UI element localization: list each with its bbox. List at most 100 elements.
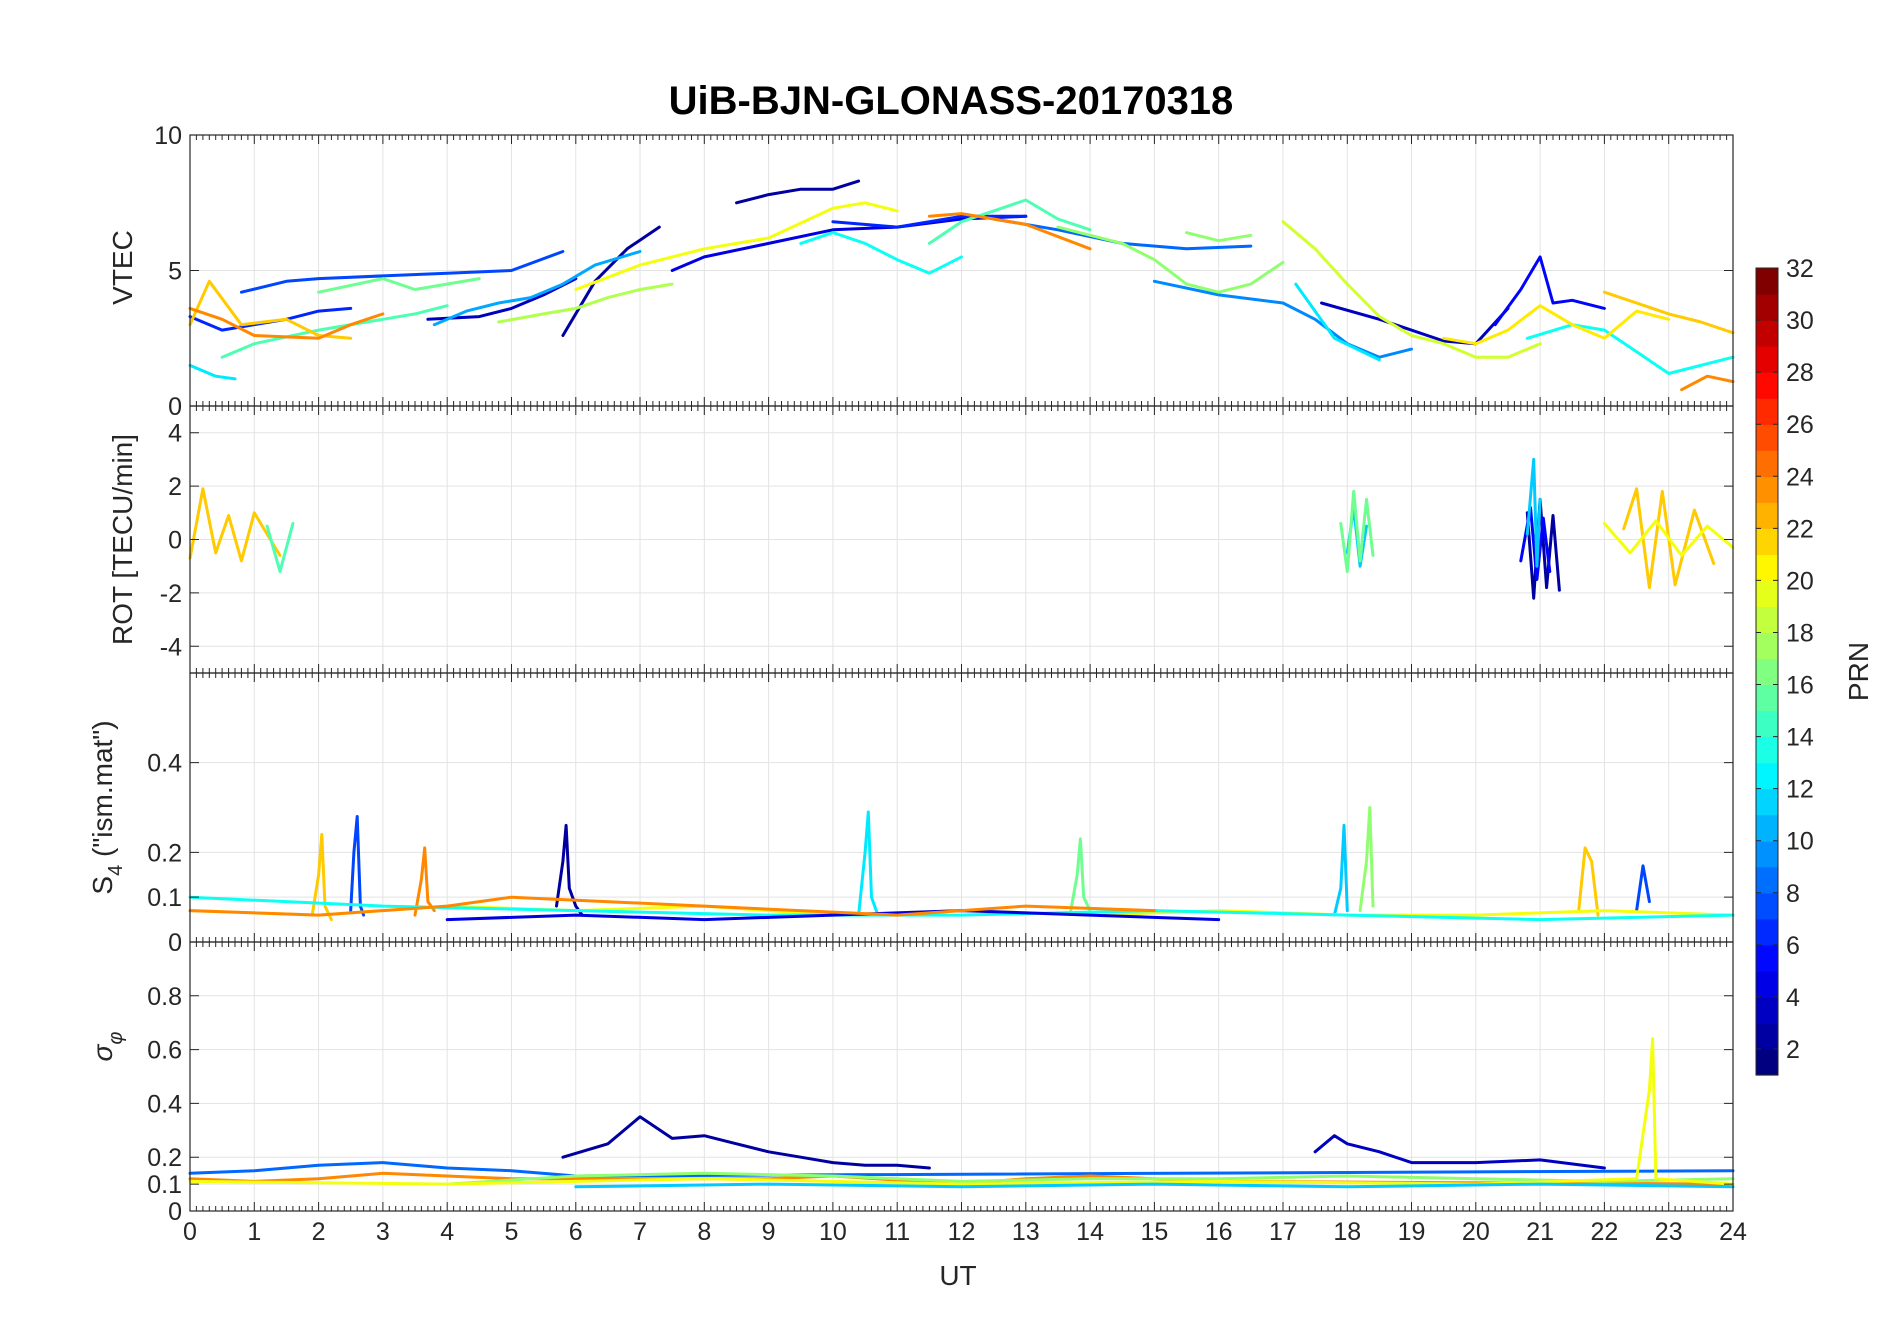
colorbar-segment [1756,762,1778,790]
colorbar-tick-label: 28 [1786,359,1814,387]
colorbar-segment [1756,944,1778,972]
series-line-prn-13 [1525,323,1735,375]
y-tick-label: 0.6 [147,1037,182,1065]
x-tick-label: 21 [1526,1218,1554,1246]
colorbar-segment [1756,632,1778,660]
colorbar-segment [1756,970,1778,998]
colorbar-segment [1756,450,1778,477]
x-tick-label: 18 [1333,1218,1361,1246]
series-line-prn-19 [1281,220,1542,359]
colorbar-segment [1756,736,1778,764]
series-group-sigma_phi [188,1037,1735,1189]
series-line-prn-3 [1313,1134,1606,1170]
x-tick-labels: 0 1 2 3 4 5 6 7 8 9 10 11 12 13 14 15 16 17 18 19 20 21 22 23 24 [183,1218,1747,1246]
x-tick-label: 6 [569,1218,583,1246]
series-line-prn-6 [831,214,1028,229]
series-line-prn-22 [310,832,333,922]
series-line-prn-16 [1069,837,1092,913]
colorbar-segment [1756,502,1778,529]
series-line-prn-8 [188,1161,1735,1178]
colorbar-segment [1756,996,1778,1024]
y-tick-label: 0 [168,1198,182,1226]
series-line-prn-7 [349,815,366,917]
colorbar-tick-label: 24 [1786,463,1814,491]
series-line-prn-22 [1622,487,1716,590]
colorbar-segment [1756,580,1778,608]
colorbar-segment [1756,788,1778,816]
x-tick-label: 20 [1462,1218,1490,1246]
series-line-prn-17 [1056,225,1285,294]
series-line-prn-2 [735,179,861,205]
series-line-prn-3 [426,277,578,321]
colorbar-tick-label: 4 [1786,984,1800,1012]
colorbar-segment [1756,710,1778,738]
x-tick-label: 14 [1076,1218,1104,1246]
series-line-prn-18 [497,282,674,324]
series-line-prn-3 [1320,301,1510,346]
y-tick-label: 10 [154,122,182,150]
series-line-prn-5 [1493,255,1606,327]
colorbar-segment [1756,840,1778,868]
colorbar-tick-label: 30 [1786,307,1814,335]
colorbar-tick-label: 14 [1786,724,1814,752]
colorbar-tick-label: 8 [1786,880,1800,908]
series-group-vtec [188,179,1735,392]
y-tick-label: -4 [160,633,182,661]
x-tick-label: 11 [884,1218,910,1246]
colorbar-tick-label: 18 [1786,619,1814,647]
colorbar-segment [1756,684,1778,712]
series-line-prn-6 [188,306,353,332]
colorbar-tick-label: 26 [1786,411,1814,439]
series-line-prn-4 [445,909,1221,922]
series-line-prn-20 [1602,519,1735,557]
x-tick-label: 0 [183,1218,197,1246]
series-line-prn-4 [670,214,1028,272]
series-line-prn-2 [561,1115,931,1170]
colorbar-frame [1755,267,1779,1076]
series-line-prn-7 [1635,864,1651,913]
colorbar-segment [1756,476,1778,503]
series-line-prn-17 [1358,806,1375,913]
x-axis-label: UT [939,1260,976,1291]
panel-rot: -4 -2 0 2 4 ROT [TECU/min] [107,405,1735,674]
y-tick-label: 0.2 [147,839,182,867]
panel-s4: 0 0.1 0.2 0.4 S4 ("ism.mat") [87,672,1735,957]
x-tick-label: 5 [505,1218,519,1246]
y-tick-label: 5 [168,258,182,286]
series-line-prn-24 [188,306,385,340]
grid-rot [189,406,1734,673]
x-tick-label: 9 [762,1218,776,1246]
colorbar-segment [1756,892,1778,920]
colorbar-tick-label: 10 [1786,828,1814,856]
y-tick-label: 0.1 [147,884,182,912]
y-axis-label-vtec: VTEC [107,230,138,305]
panel-sigma_phi: 00.10.2 0.4 0.6 0.8 σφ [87,941,1735,1226]
series-line-prn-21 [1442,304,1671,346]
x-tick-label: 15 [1140,1218,1168,1246]
x-tick-label: 2 [312,1218,326,1246]
series-line-prn-15 [927,198,1092,245]
series-line-prn-2 [561,225,661,337]
x-tick-label: 24 [1719,1218,1747,1246]
grid-s4 [189,673,1734,943]
x-tick-label: 4 [440,1218,454,1246]
y-axis-label-sigma_phi: σφ [87,1032,127,1062]
series-line-prn-13 [799,231,963,275]
x-tick-label: 23 [1655,1218,1683,1246]
y-axis-label-s4: S4 ("ism.mat") [87,720,127,894]
colorbar-tick-label: 2 [1786,1036,1800,1064]
series-line-prn-11 [1525,457,1542,568]
series-line-prn-24 [927,212,1092,251]
colorbar-label: PRN [1843,642,1874,701]
series-line-prn-15 [265,522,295,573]
series-line-prn-9 [1152,279,1413,359]
x-tick-label: 10 [819,1218,847,1246]
colorbar-segment [1756,658,1778,686]
colorbar-segment [1756,268,1778,295]
colorbar-segment [1756,320,1778,347]
series-line-prn-16 [1339,489,1375,573]
series-line-prn-22 [1577,846,1600,917]
series-line-prn-12 [1294,282,1381,362]
